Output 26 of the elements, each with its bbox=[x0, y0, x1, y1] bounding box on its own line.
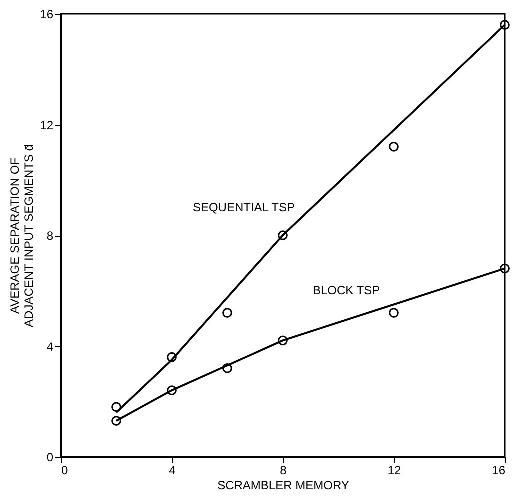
y-tick-label: 12 bbox=[40, 118, 54, 132]
y-axis-title: AVERAGE SEPARATION OF ADJACENT INPUT SEGMENTS d̄ bbox=[8, 144, 36, 328]
point bbox=[278, 230, 288, 240]
x-tick-label: 8 bbox=[280, 464, 288, 478]
point bbox=[112, 416, 122, 426]
point bbox=[389, 142, 399, 152]
point bbox=[278, 336, 288, 346]
x-axis-title: SCRAMBLER MEMORY bbox=[218, 478, 350, 492]
point bbox=[222, 308, 232, 318]
point bbox=[222, 363, 232, 374]
x-tick-label: 12 bbox=[388, 464, 402, 478]
y-tick-label: 16 bbox=[40, 8, 54, 22]
y-tick-label: 8 bbox=[46, 229, 54, 243]
x-tick-label: 4 bbox=[169, 464, 176, 478]
point bbox=[389, 308, 399, 318]
point bbox=[112, 402, 122, 412]
point bbox=[500, 264, 510, 274]
series-label: SEQUENTIAL TSP bbox=[192, 200, 295, 214]
point bbox=[500, 20, 510, 30]
point bbox=[167, 352, 177, 362]
y-tick-label: 0 bbox=[46, 450, 54, 464]
x-tick-label: 16 bbox=[492, 464, 506, 478]
point bbox=[167, 386, 177, 396]
series-label: BLOCK TSP bbox=[313, 284, 380, 298]
x-tick-label: 0 bbox=[62, 464, 68, 478]
y-tick-label: 4 bbox=[46, 340, 54, 354]
